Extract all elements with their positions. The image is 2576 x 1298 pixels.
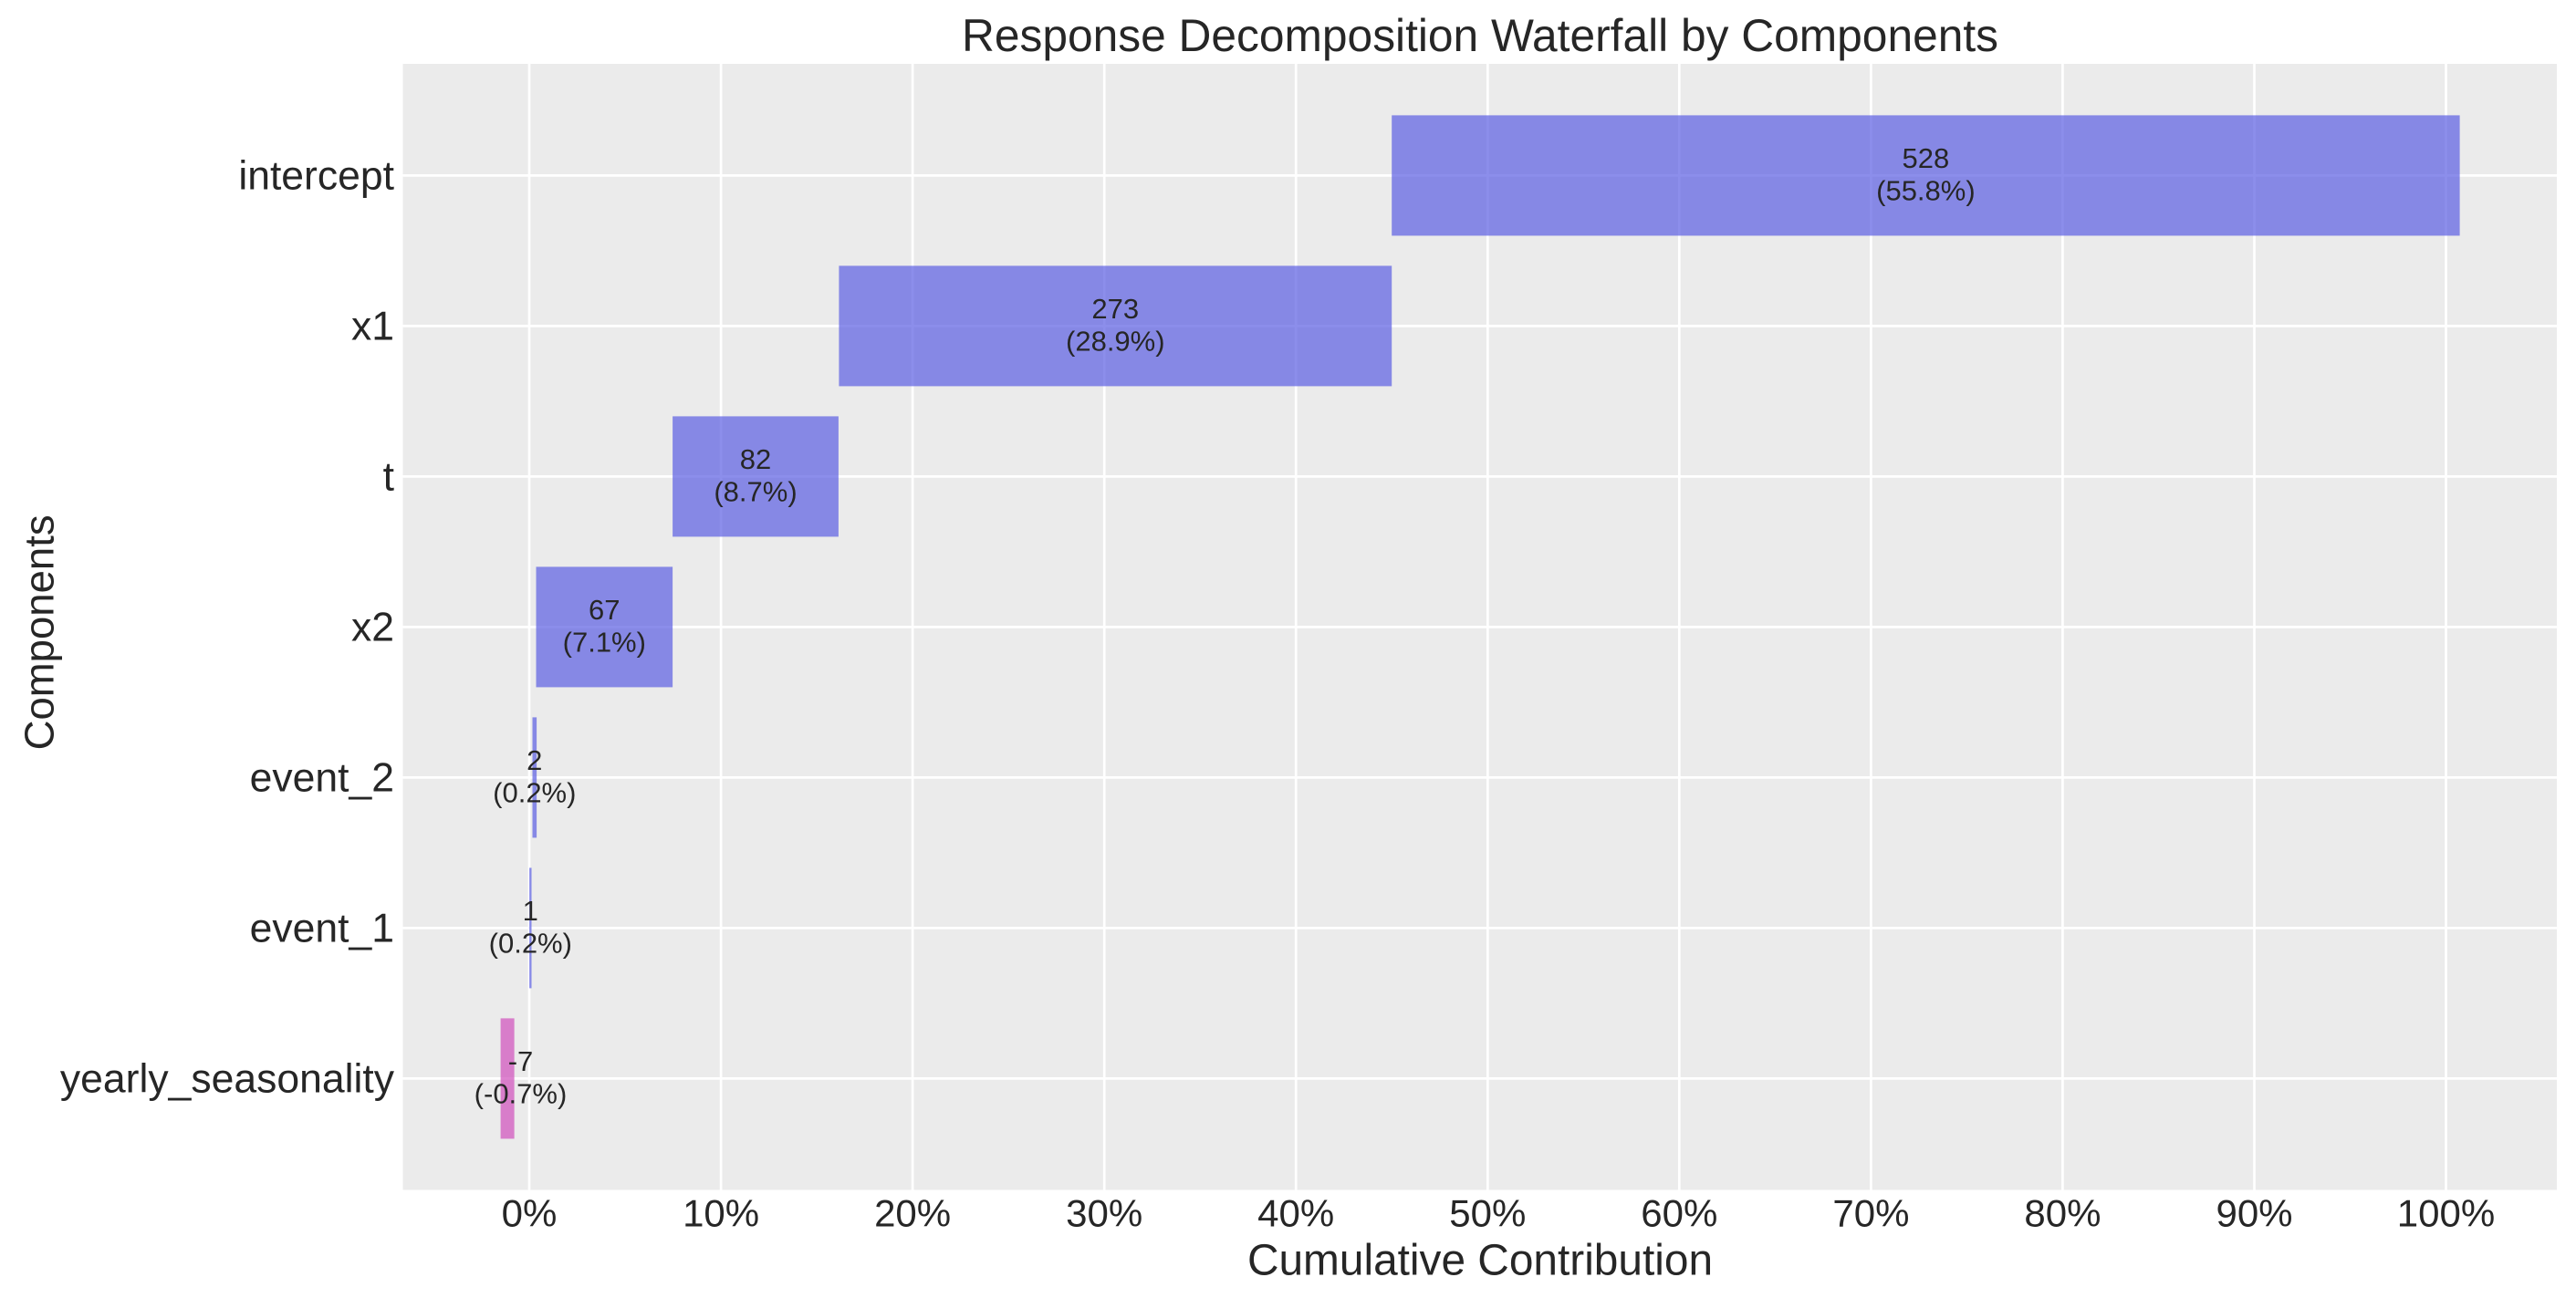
- svg-text:528: 528: [1903, 142, 1950, 174]
- svg-text:Cumulative Contribution: Cumulative Contribution: [1247, 1237, 1713, 1285]
- svg-text:50%: 50%: [1449, 1192, 1526, 1235]
- svg-text:(0.2%): (0.2%): [493, 776, 576, 808]
- svg-text:intercept: intercept: [238, 153, 394, 198]
- svg-text:Response Decomposition Waterfa: Response Decomposition Waterfall by Comp…: [962, 10, 1998, 61]
- svg-text:(55.8%): (55.8%): [1876, 174, 1976, 206]
- svg-text:(-0.7%): (-0.7%): [475, 1077, 568, 1109]
- svg-text:67: 67: [589, 594, 620, 626]
- svg-text:60%: 60%: [1641, 1192, 1717, 1235]
- svg-text:t: t: [383, 454, 395, 499]
- svg-text:event_2: event_2: [250, 755, 394, 800]
- svg-text:30%: 30%: [1066, 1192, 1142, 1235]
- svg-text:10%: 10%: [683, 1192, 759, 1235]
- svg-text:(7.1%): (7.1%): [563, 626, 646, 658]
- svg-text:yearly_seasonality: yearly_seasonality: [60, 1056, 395, 1101]
- svg-text:(28.9%): (28.9%): [1066, 325, 1165, 357]
- svg-text:1: 1: [523, 895, 538, 927]
- svg-text:x2: x2: [351, 605, 394, 649]
- svg-text:70%: 70%: [1832, 1192, 1909, 1235]
- svg-text:-7: -7: [508, 1045, 534, 1077]
- svg-text:(0.2%): (0.2%): [489, 927, 572, 959]
- svg-text:100%: 100%: [2397, 1192, 2495, 1235]
- svg-text:0%: 0%: [502, 1192, 558, 1235]
- svg-text:2: 2: [527, 744, 542, 776]
- svg-text:82: 82: [740, 443, 771, 475]
- svg-text:20%: 20%: [874, 1192, 951, 1235]
- svg-text:80%: 80%: [2024, 1192, 2101, 1235]
- svg-text:Components: Components: [16, 514, 63, 750]
- svg-text:x1: x1: [351, 304, 394, 348]
- svg-text:273: 273: [1091, 293, 1139, 325]
- svg-text:40%: 40%: [1257, 1192, 1334, 1235]
- svg-text:event_1: event_1: [250, 906, 394, 950]
- svg-text:(8.7%): (8.7%): [714, 475, 797, 507]
- svg-text:90%: 90%: [2216, 1192, 2292, 1235]
